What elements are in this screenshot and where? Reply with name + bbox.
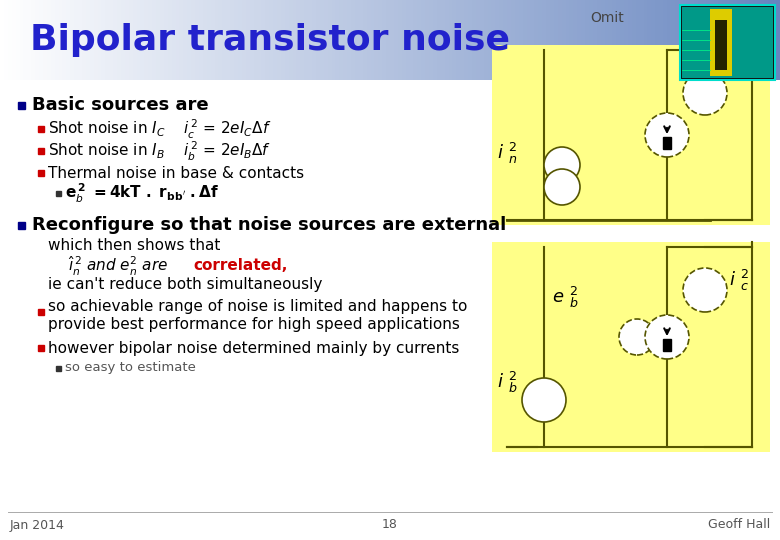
Text: $i\ ^2_b$: $i\ ^2_b$ [497,369,517,395]
Text: $i\ ^2_n$: $i\ ^2_n$ [497,140,517,166]
Bar [38,345,44,351]
Ellipse shape [544,147,580,183]
Text: ie can't reduce both simultaneously: ie can't reduce both simultaneously [48,278,322,293]
Bar [663,137,671,149]
Text: $e\ ^2_b$: $e\ ^2_b$ [552,285,579,309]
Bar [663,339,671,351]
Bar [38,309,44,315]
Bar [18,102,25,109]
Text: Shot noise in $I_C$    $i_c^{\,2}$ = 2$eI_C\Delta f$: Shot noise in $I_C$ $i_c^{\,2}$ = 2$eI_C… [48,117,271,140]
Ellipse shape [683,71,727,115]
Text: Bipolar transistor noise: Bipolar transistor noise [30,23,510,57]
Ellipse shape [522,378,566,422]
Text: $\hat{\imath}^{\,2}_n$ and $e^2_n$ are: $\hat{\imath}^{\,2}_n$ and $e^2_n$ are [68,254,169,278]
Bar [38,126,44,132]
Ellipse shape [683,268,727,312]
Text: Omit: Omit [590,11,624,25]
Bar [710,9,732,76]
Text: however bipolar noise determined mainly by currents: however bipolar noise determined mainly … [48,341,459,355]
Text: Geoff Hall: Geoff Hall [707,518,770,531]
Text: correlated,: correlated, [193,259,287,273]
Bar [680,5,775,80]
Text: so easy to estimate: so easy to estimate [65,361,196,375]
Text: Thermal noise in base & contacts: Thermal noise in base & contacts [48,165,304,180]
Text: provide best performance for high speed applications: provide best performance for high speed … [48,316,460,332]
Bar [56,366,61,370]
Bar [56,191,61,195]
Ellipse shape [645,113,689,157]
Bar [18,221,25,228]
Text: Reconfigure so that noise sources are external: Reconfigure so that noise sources are ex… [32,216,506,234]
Text: 18: 18 [382,518,398,531]
Bar [38,148,44,154]
Text: $e\ ^2_n$: $e\ ^2_n$ [695,52,722,78]
Text: Basic sources are: Basic sources are [32,96,208,114]
Bar [680,5,775,80]
Bar [492,242,770,452]
Text: so achievable range of noise is limited and happens to: so achievable range of noise is limited … [48,299,467,314]
Bar [492,45,770,225]
Text: Shot noise in $I_B$    $i_b^{\,2}$ = 2$eI_B\Delta f$: Shot noise in $I_B$ $i_b^{\,2}$ = 2$eI_B… [48,139,271,163]
Text: $i\ ^2_c$: $i\ ^2_c$ [729,267,749,293]
Bar [682,7,773,78]
Bar [715,20,727,70]
Text: which then shows that: which then shows that [48,239,221,253]
Text: $\mathbf{e}_b^{\,\mathbf{2}}$ $\mathbf{= 4kT\ .\ r_{bb^{\prime}}\ .\Delta f}$: $\mathbf{e}_b^{\,\mathbf{2}}$ $\mathbf{=… [65,181,219,205]
Bar [38,170,44,176]
Ellipse shape [645,315,689,359]
Text: Jan 2014: Jan 2014 [10,518,65,531]
Ellipse shape [619,319,655,355]
Ellipse shape [544,169,580,205]
